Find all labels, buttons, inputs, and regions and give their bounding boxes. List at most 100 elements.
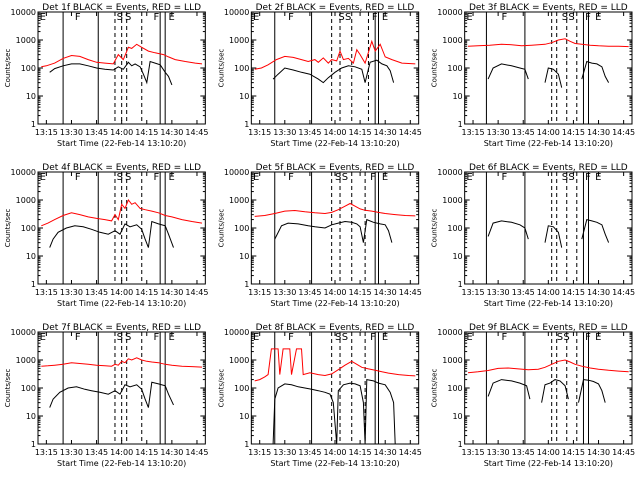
y-axis-label: Counts/sec	[4, 49, 12, 88]
x-axis-label: Start Time (22-Feb-14 13:10:20)	[57, 139, 186, 148]
marker-letter: S	[562, 172, 568, 183]
marker-letter: E	[40, 172, 46, 183]
marker-letter: F	[153, 172, 159, 183]
marker-letter: E	[169, 172, 175, 183]
y-tick-label: 100	[234, 64, 249, 73]
y-tick-label: 1000	[229, 196, 249, 205]
x-tick-label: 14:15	[562, 448, 585, 457]
marker-letter: S	[335, 332, 341, 343]
y-tick-label: 10	[26, 92, 36, 101]
marker-letter: E	[40, 12, 46, 23]
x-tick-label: 14:15	[135, 448, 158, 457]
series-lld-line	[254, 202, 416, 217]
panel-title: Det 9f BLACK = Events, RED = LLD	[469, 323, 628, 333]
marker-letter: E	[169, 12, 175, 23]
marker-letter: F	[153, 12, 159, 23]
x-tick-label: 14:15	[135, 288, 158, 297]
y-tick-label: 1000	[16, 356, 36, 365]
y-axis-label: Counts/sec	[431, 49, 439, 88]
x-axis-label: Start Time (22-Feb-14 13:10:20)	[270, 459, 399, 468]
y-tick-label: 100	[447, 384, 462, 393]
series-lld-line	[254, 348, 416, 382]
marker-letter: F	[585, 172, 591, 183]
marker-letter: F	[153, 332, 159, 343]
marker-letter: E	[382, 12, 388, 23]
marker-letter: S	[117, 172, 123, 183]
y-tick-label: 10	[452, 92, 462, 101]
y-tick-label: 10	[239, 412, 249, 421]
series-events-line	[274, 218, 393, 243]
x-tick-label: 13:15	[462, 288, 485, 297]
x-tick-label: 13:30	[60, 128, 83, 137]
marker-letter: E	[382, 172, 388, 183]
y-tick-label: 10	[452, 252, 462, 261]
marker-letter: E	[253, 12, 259, 23]
x-tick-label: 14:15	[562, 288, 585, 297]
y-tick-label: 100	[21, 64, 36, 73]
y-tick-label: 100	[447, 64, 462, 73]
x-axis-label: Start Time (22-Feb-14 13:10:20)	[484, 459, 613, 468]
series-events-line	[544, 225, 563, 248]
x-tick-label: 14:30	[374, 288, 397, 297]
marker-letter: S	[117, 12, 123, 23]
marker-letter: F	[288, 172, 294, 183]
marker-letter: S	[568, 172, 574, 183]
x-tick-label: 13:45	[85, 288, 108, 297]
x-tick-label: 14:00	[110, 128, 133, 137]
x-axis-label: Start Time (22-Feb-14 13:10:20)	[57, 459, 186, 468]
y-tick-label: 10	[239, 92, 249, 101]
x-tick-label: 13:30	[60, 448, 83, 457]
panel-title: Det 5f BLACK = Events, RED = LLD	[256, 163, 415, 173]
series-lld-line	[41, 357, 203, 368]
x-tick-label: 13:15	[35, 448, 58, 457]
series-events-line	[272, 378, 396, 444]
series-events-line	[49, 60, 173, 86]
marker-letter: E	[40, 332, 46, 343]
x-tick-label: 13:30	[487, 288, 510, 297]
marker-letter: F	[585, 12, 591, 23]
y-tick-label: 1000	[442, 36, 462, 45]
series-events-line	[487, 63, 529, 80]
y-tick-label: 10	[239, 252, 249, 261]
marker-letter: F	[501, 12, 507, 23]
x-tick-label: 14:30	[374, 128, 397, 137]
marker-letter: E	[466, 332, 472, 343]
y-tick-label: 10000	[224, 8, 249, 17]
x-tick-label: 14:45	[612, 128, 635, 137]
y-axis-label: Counts/sec	[217, 49, 225, 88]
marker-letter: S	[345, 12, 351, 23]
marker-letter: S	[125, 332, 131, 343]
y-tick-label: 100	[234, 224, 249, 233]
x-tick-label: 13:45	[298, 448, 321, 457]
x-tick-label: 14:45	[399, 288, 422, 297]
marker-letter: E	[595, 172, 601, 183]
panel-title: Det 6f BLACK = Events, RED = LLD	[469, 163, 628, 173]
x-tick-label: 14:30	[160, 288, 183, 297]
marker-letter: S	[338, 12, 344, 23]
y-tick-label: 10	[452, 412, 462, 421]
panel-title: Det 3f BLACK = Events, RED = LLD	[469, 3, 628, 13]
panel-title: Det 4f BLACK = Events, RED = LLD	[42, 163, 201, 173]
x-tick-label: 14:45	[185, 448, 208, 457]
series-lld-line	[467, 359, 629, 374]
x-tick-label: 13:45	[512, 128, 535, 137]
marker-letter: S	[125, 12, 131, 23]
series-events-line	[49, 381, 174, 408]
series-lld-line	[41, 43, 203, 68]
series-events-line	[541, 379, 569, 403]
y-axis-label: Counts/sec	[431, 369, 439, 408]
marker-letter: F	[585, 332, 591, 343]
marker-letter: E	[253, 332, 259, 343]
y-tick-label: 10000	[224, 168, 249, 177]
series-events-line	[581, 60, 610, 83]
x-tick-label: 14:15	[349, 448, 372, 457]
marker-letter: S	[125, 172, 131, 183]
marker-letter: F	[370, 332, 376, 343]
x-tick-label: 13:30	[60, 288, 83, 297]
x-tick-label: 13:45	[512, 288, 535, 297]
